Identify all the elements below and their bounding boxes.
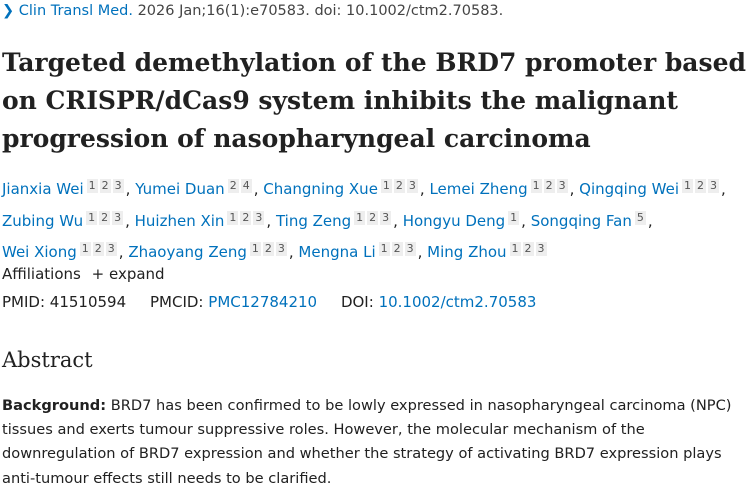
- author-link[interactable]: Huizhen Xin: [134, 211, 225, 230]
- affiliation-ref[interactable]: 2: [367, 210, 379, 225]
- affiliation-ref[interactable]: 1: [530, 179, 542, 193]
- affiliation-ref[interactable]: 1: [86, 179, 98, 193]
- author-link[interactable]: Yumei Duan: [135, 180, 225, 198]
- author-link[interactable]: Zubing Wu: [2, 211, 84, 230]
- affiliation-ref[interactable]: 3: [380, 210, 392, 225]
- affiliation-ref[interactable]: 3: [708, 179, 719, 193]
- affiliation-ref[interactable]: 3: [556, 179, 568, 193]
- affiliation-ref[interactable]: 3: [105, 242, 117, 256]
- pmid-value: 41510594: [49, 293, 127, 311]
- article-title: Targeted demethylation of the BRD7 promo…: [2, 48, 746, 153]
- author-link[interactable]: Ting Zeng: [275, 211, 352, 230]
- affiliation-ref[interactable]: 2: [543, 179, 555, 193]
- author-link[interactable]: Zhaoyang Zeng: [128, 243, 247, 261]
- affiliations-label: Affiliations: [2, 265, 81, 283]
- doi-link[interactable]: 10.1002/ctm2.70583: [378, 293, 537, 311]
- affiliation-ref[interactable]: 5: [634, 210, 646, 225]
- affiliation-ref[interactable]: 1: [378, 242, 390, 256]
- author-link[interactable]: Wei Xiong: [2, 243, 77, 261]
- affiliation-ref[interactable]: 1: [249, 242, 261, 256]
- background-text: BRD7 has been confirmed to be lowly expr…: [2, 397, 732, 487]
- affiliation-ref[interactable]: 3: [112, 179, 124, 193]
- affiliation-ref[interactable]: 1: [509, 242, 521, 256]
- affiliation-refs: 1: [508, 210, 521, 225]
- author-link[interactable]: Changning Xue: [263, 180, 378, 198]
- affiliation-ref[interactable]: 1: [227, 210, 239, 225]
- affiliation-ref[interactable]: 2: [92, 242, 104, 256]
- affiliation-ref[interactable]: 2: [262, 242, 274, 256]
- affiliation-ref[interactable]: 3: [275, 242, 287, 256]
- affiliation-ref[interactable]: 2: [393, 179, 405, 193]
- author-line: Jianxia Wei 1 2 3, Yumei Duan 2 4, Changning …: [2, 179, 726, 198]
- affiliation-ref[interactable]: 3: [112, 210, 124, 225]
- chevron-right-icon[interactable]: ❯: [2, 3, 15, 19]
- affiliations-toggle[interactable]: Affiliations + expand: [2, 265, 165, 283]
- affiliation-refs: 5: [634, 210, 648, 225]
- pmcid-label: PMCID:: [150, 293, 204, 311]
- pmid-label: PMID:: [2, 293, 46, 311]
- author-link[interactable]: Qingqing Wei: [579, 180, 679, 198]
- affiliation-ref[interactable]: 3: [535, 242, 547, 256]
- affiliation-ref[interactable]: 4: [240, 179, 252, 193]
- affiliation-ref[interactable]: 1: [79, 242, 91, 256]
- author-link[interactable]: Songqing Fan: [530, 211, 632, 230]
- affiliation-ref[interactable]: 1: [682, 179, 693, 193]
- plus-icon: +: [91, 265, 105, 283]
- background-label: Background:: [2, 397, 107, 414]
- affiliation-ref[interactable]: 2: [240, 210, 252, 225]
- author-list: Jianxia Wei 1 2 3, Yumei Duan 2 4, Changning …: [2, 172, 726, 267]
- journal-link[interactable]: Clin Transl Med.: [18, 3, 133, 19]
- author-link[interactable]: Mengna Li: [298, 243, 376, 261]
- article-ids: PMID: 41510594 PMCID: PMC12784210 DOI: 1…: [2, 293, 536, 311]
- affiliation-ref[interactable]: 2: [695, 179, 706, 193]
- abstract-background: Background: BRD7 has been confirmed to b…: [2, 394, 737, 491]
- affiliation-ref[interactable]: 3: [406, 179, 418, 193]
- pmcid-link[interactable]: PMC12784210: [208, 293, 318, 311]
- affiliation-ref[interactable]: 3: [253, 210, 265, 225]
- affiliation-ref[interactable]: 2: [227, 179, 239, 193]
- affiliation-ref[interactable]: 2: [391, 242, 403, 256]
- affiliation-ref[interactable]: 2: [99, 210, 111, 225]
- citation-details: 2026 Jan;16(1):e70583. doi: 10.1002/ctm2…: [137, 3, 504, 19]
- author-link[interactable]: Hongyu Deng: [402, 211, 506, 230]
- author-line: Zubing Wu 1 2 3, Huizhen Xin 1 2 3, Ting Zeng 1…: [2, 210, 653, 230]
- doi-label: DOI:: [340, 293, 374, 311]
- citation: ❯ Clin Transl Med. 2026 Jan;16(1):e70583…: [2, 3, 503, 19]
- abstract-heading: Abstract: [2, 348, 93, 372]
- author-link[interactable]: Lemei Zheng: [429, 180, 528, 198]
- affiliation-ref[interactable]: 1: [86, 210, 98, 225]
- author-link[interactable]: Jianxia Wei: [2, 180, 84, 198]
- affiliation-ref[interactable]: 2: [522, 242, 534, 256]
- author-line: Wei Xiong 1 2 3, Zhaoyang Zeng 1 2 3, Mengna L…: [2, 235, 726, 267]
- affiliation-ref[interactable]: 2: [99, 179, 111, 193]
- expand-label: expand: [108, 265, 165, 283]
- author-link[interactable]: Ming Zhou: [427, 243, 507, 261]
- affiliation-ref[interactable]: 3: [404, 242, 416, 256]
- affiliation-ref[interactable]: 1: [380, 179, 392, 193]
- affiliation-ref[interactable]: 1: [354, 210, 366, 225]
- affiliation-ref[interactable]: 1: [508, 210, 520, 225]
